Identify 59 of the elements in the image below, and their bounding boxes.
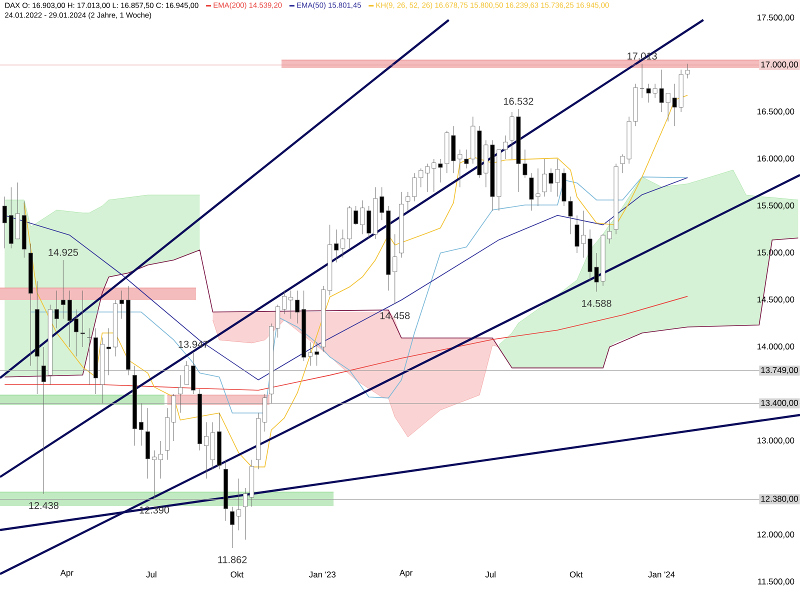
candlestick xyxy=(138,403,144,446)
candlestick xyxy=(334,229,339,263)
candlestick xyxy=(74,309,78,357)
y-tick-label: 16.000,00 xyxy=(757,156,794,162)
y-tick-label: 13.000,00 xyxy=(757,438,794,444)
candlestick xyxy=(54,290,59,328)
candlestick xyxy=(60,260,66,320)
candlestick xyxy=(230,506,235,548)
candlestick xyxy=(295,290,300,324)
candlestick xyxy=(236,478,242,531)
line-series xyxy=(30,176,688,414)
candlestick xyxy=(119,290,124,320)
y-tick-label: 15.500,00 xyxy=(757,202,794,210)
x-tick-label: Apr xyxy=(399,570,412,578)
ref-line-label: 13.400,00 xyxy=(761,400,798,407)
x-tick-label: Okt xyxy=(230,571,244,578)
candlestick xyxy=(640,64,644,98)
x-tick-label: Apr xyxy=(60,570,74,578)
candlestick xyxy=(288,290,294,320)
candlestick xyxy=(308,342,313,366)
ref-line-label: 17.000,00 xyxy=(761,62,798,68)
ref-line-label: 12.380,00 xyxy=(761,496,798,503)
x-tick-label: Jul xyxy=(146,571,156,578)
line-series xyxy=(4,296,688,391)
y-tick-label: 11.500,00 xyxy=(758,578,794,586)
line-series xyxy=(4,238,799,378)
annotation: 12.390 xyxy=(140,506,170,514)
candlestick xyxy=(2,196,7,249)
candlestick xyxy=(314,342,320,366)
annotation: 12.438 xyxy=(29,502,58,510)
candlestick xyxy=(340,229,346,258)
y-tick-label: 14.000,00 xyxy=(757,344,794,350)
candlestick xyxy=(80,290,85,348)
candlestick xyxy=(282,290,287,314)
y-tick-label: 12.000,00 xyxy=(757,532,794,538)
candlestick xyxy=(184,360,190,385)
candlestick xyxy=(178,374,182,414)
candlestick xyxy=(360,200,365,234)
candlestick xyxy=(41,346,46,494)
candlestick xyxy=(366,206,372,240)
candlestick xyxy=(158,440,163,479)
candlestick xyxy=(204,422,209,479)
x-tick-label: Jan '24 xyxy=(648,571,675,578)
x-tick-label: Jan '23 xyxy=(309,571,336,578)
ref-line-label: 13.749,00 xyxy=(761,367,798,374)
candlestick xyxy=(67,290,72,348)
x-tick-label: Okt xyxy=(570,571,583,578)
y-tick-label: 16.500,00 xyxy=(757,108,794,116)
candlestick xyxy=(106,328,111,376)
annotation: 11.862 xyxy=(218,556,247,564)
annotation: 14.925 xyxy=(48,248,78,256)
candlestick xyxy=(243,488,248,540)
candlestick xyxy=(276,304,280,338)
annotation: 16.532 xyxy=(504,98,534,105)
annotation: 14.588 xyxy=(582,300,612,307)
x-tick-label: Jul xyxy=(485,571,496,578)
y-tick-label: 17.500,00 xyxy=(757,14,794,22)
candlestick xyxy=(354,206,358,226)
candlestick xyxy=(152,450,156,499)
